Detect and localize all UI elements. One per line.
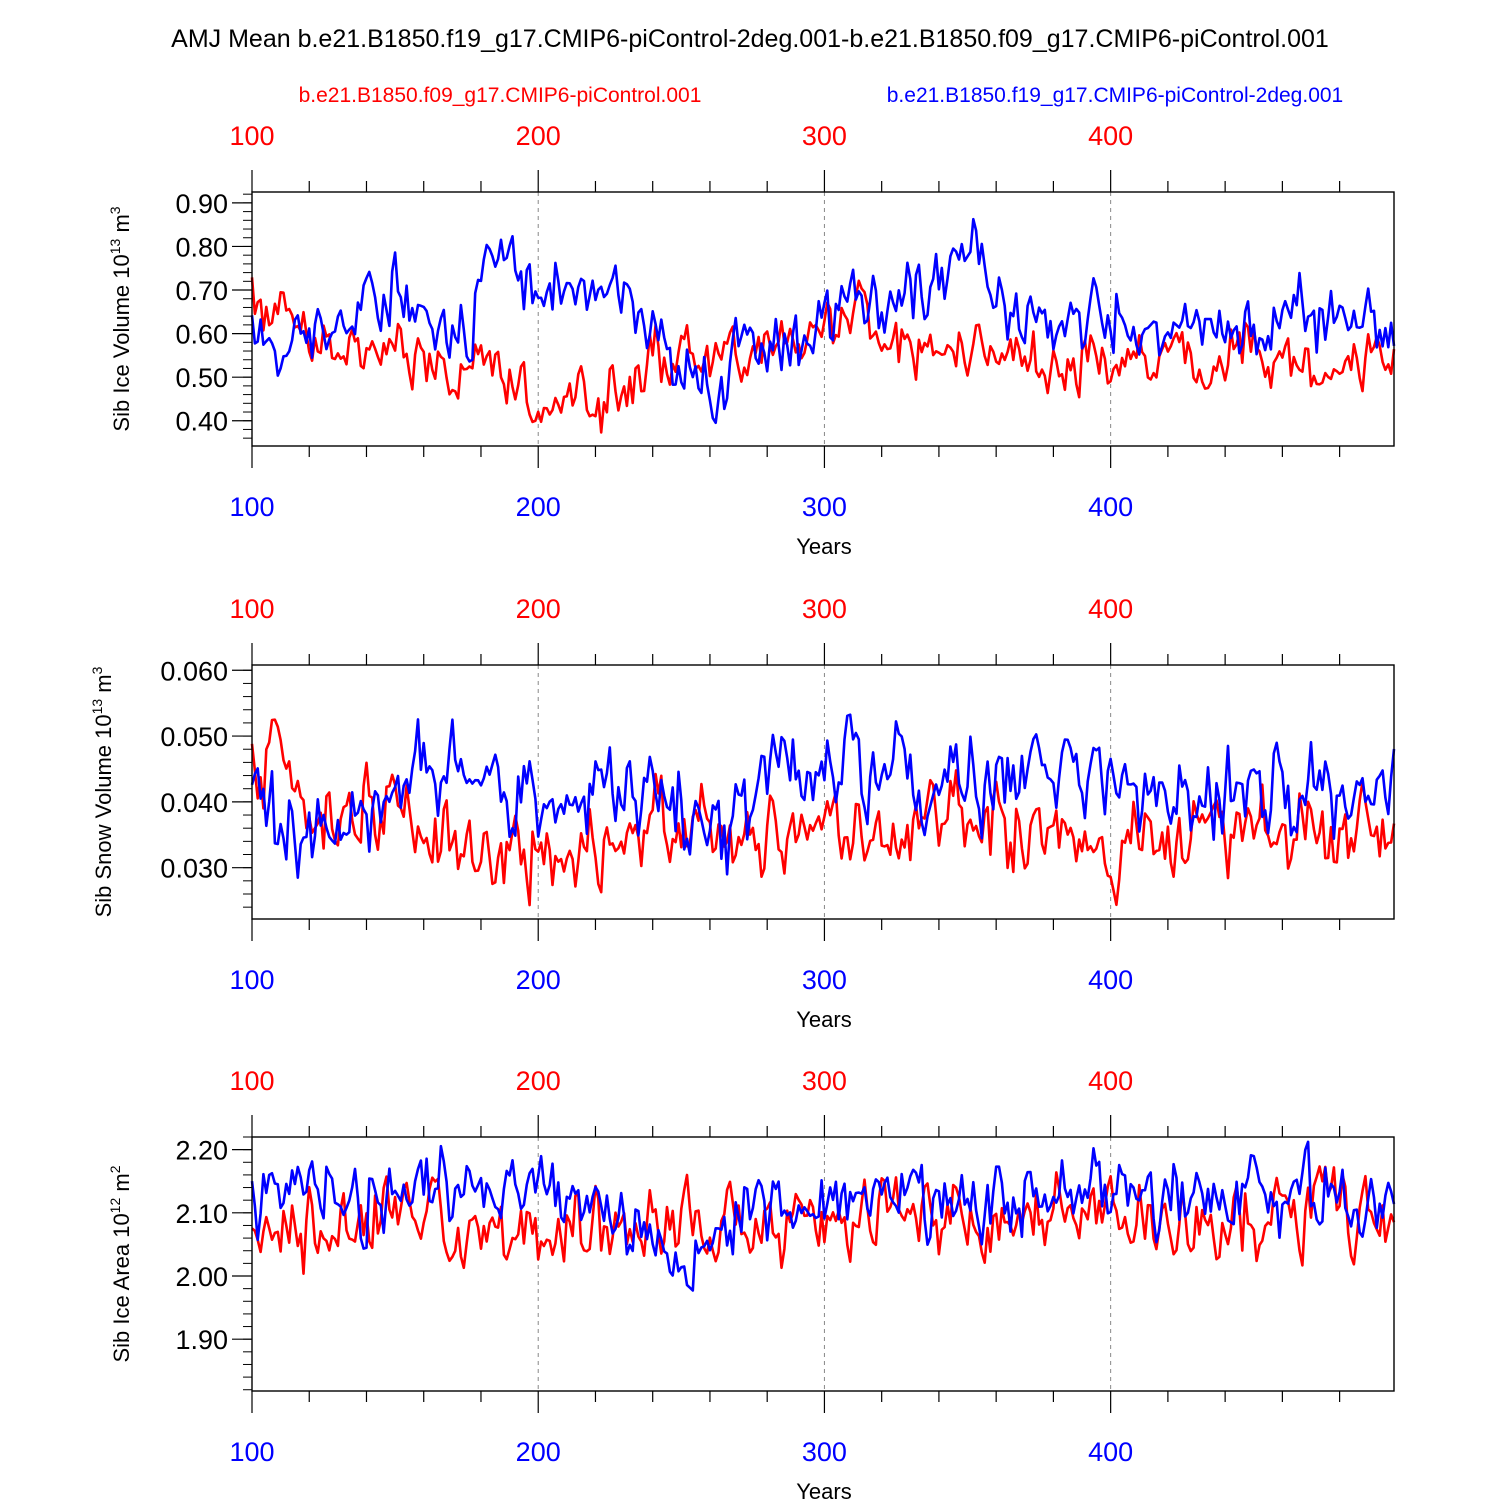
x-tick-label-top: 300 <box>802 594 847 624</box>
x-tick-label-bottom: 400 <box>1088 492 1133 522</box>
y-tick-label: 0.040 <box>160 788 228 818</box>
x-axis-label: Years <box>796 534 851 559</box>
x-tick-label-top: 200 <box>516 594 561 624</box>
x-tick-label-bottom: 200 <box>516 965 561 995</box>
y-tick-label: 0.030 <box>160 854 228 884</box>
y-tick-label: 2.00 <box>175 1262 228 1292</box>
x-tick-label-bottom: 100 <box>229 1437 274 1467</box>
figure-title: AMJ Mean b.e21.B1850.f19_g17.CMIP6-piCon… <box>171 25 1329 53</box>
y-tick-label: 0.050 <box>160 722 228 752</box>
x-tick-label-bottom: 200 <box>516 1437 561 1467</box>
x-tick-label-top: 200 <box>516 121 561 151</box>
y-tick-label: 0.060 <box>160 656 228 686</box>
y-tick-label: 0.70 <box>175 276 228 306</box>
y-axis-label: Sib Ice Volume 1013 m3 <box>107 206 134 431</box>
x-tick-label-top: 300 <box>802 121 847 151</box>
series-line-case2 <box>250 1140 1396 1292</box>
plot-frame <box>251 191 1395 447</box>
plot-frame <box>251 1136 1395 1392</box>
y-axis-label: Sib Snow Volume 1013 m3 <box>89 666 116 917</box>
x-axis-label: Years <box>796 1479 851 1500</box>
x-tick-label-bottom: 300 <box>802 492 847 522</box>
legend-case1: b.e21.B1850.f09_g17.CMIP6-piControl.001 <box>299 84 702 107</box>
y-tick-label: 2.20 <box>175 1136 228 1166</box>
x-tick-label-top: 300 <box>802 1066 847 1096</box>
x-tick-label-top: 100 <box>229 594 274 624</box>
series-line-case1 <box>250 718 1396 907</box>
x-tick-label-bottom: 300 <box>802 965 847 995</box>
x-tick-label-bottom: 400 <box>1088 1437 1133 1467</box>
plot-frame <box>251 664 1395 920</box>
x-tick-label-top: 400 <box>1088 594 1133 624</box>
series-line-case2 <box>250 217 1396 425</box>
series-line-case1 <box>250 277 1396 434</box>
x-tick-label-bottom: 100 <box>229 492 274 522</box>
y-tick-label: 0.50 <box>175 363 228 393</box>
y-tick-label: 0.60 <box>175 320 228 350</box>
x-tick-label-bottom: 300 <box>802 1437 847 1467</box>
x-tick-label-bottom: 200 <box>516 492 561 522</box>
panel-2: 0.030 0.040 0.050 0.060 100 100 200 200 300 300 40… <box>89 594 1396 1032</box>
x-tick-label-bottom: 100 <box>229 965 274 995</box>
y-tick-label: 0.80 <box>175 232 228 262</box>
legend-case2: b.e21.B1850.f19_g17.CMIP6-piControl-2deg… <box>887 84 1343 107</box>
series-line-case2 <box>250 713 1396 879</box>
x-axis-label: Years <box>796 1007 851 1032</box>
panel-3: 1.90 2.00 2.10 2.20 100 100 200 200 300 300 400 400… <box>107 1066 1396 1500</box>
x-tick-label-top: 400 <box>1088 121 1133 151</box>
y-tick-label: 2.10 <box>175 1199 228 1229</box>
y-tick-label: 0.90 <box>175 189 228 219</box>
series-line-case1 <box>251 1165 1396 1275</box>
x-tick-label-top: 400 <box>1088 1066 1133 1096</box>
y-axis-label: Sib Ice Area 1012 m2 <box>107 1165 134 1362</box>
panel-1: 0.40 0.50 0.60 0.70 0.80 0.90 100 100 200 200 300 3… <box>107 121 1396 559</box>
x-tick-label-top: 100 <box>229 121 274 151</box>
x-tick-label-top: 100 <box>229 1066 274 1096</box>
x-tick-label-bottom: 400 <box>1088 965 1133 995</box>
y-tick-label: 1.90 <box>175 1325 228 1355</box>
x-tick-label-top: 200 <box>516 1066 561 1096</box>
panels: 0.40 0.50 0.60 0.70 0.80 0.90 100 100 200 200 300 3… <box>89 121 1396 1500</box>
y-tick-label: 0.40 <box>175 407 228 437</box>
